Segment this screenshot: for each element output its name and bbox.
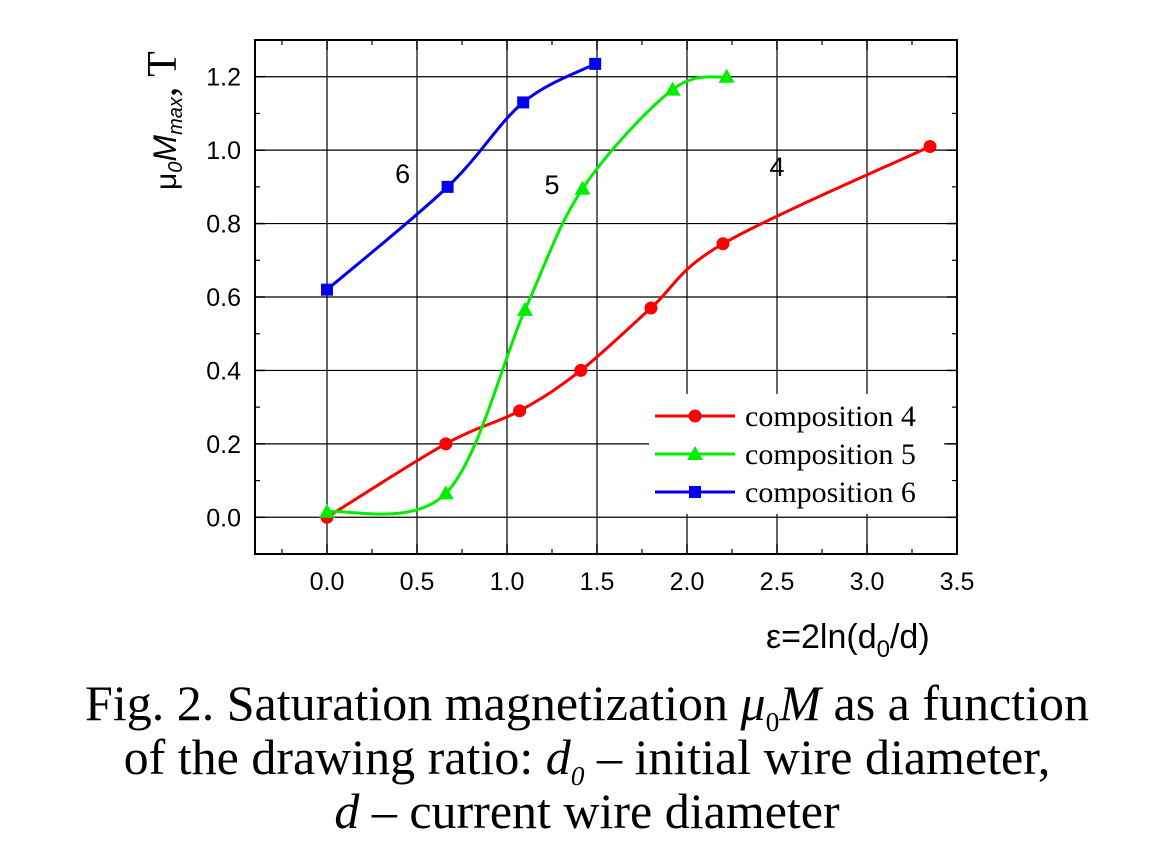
data-point-6 [589,57,602,70]
markers [319,57,937,524]
legend-entry: composition 4 [745,400,916,433]
x-tick-label: 3.5 [940,568,975,596]
figure-caption: Fig. 2. Saturation magnetization μ0M as … [0,676,1174,838]
data-point-5 [718,68,735,83]
legend-entry: composition 5 [745,438,916,471]
y-tick-label: 1.2 [206,64,241,92]
legend: composition 4 composition 5 composition 6 [649,394,944,514]
y-tick-label: 0.2 [206,431,241,459]
grid [255,40,958,554]
data-point-4 [574,363,588,377]
data-point-5 [319,503,335,518]
y-axis-title: μ0Mmax, T [140,51,187,190]
data-point-5 [574,180,591,195]
data-point-5 [664,81,681,96]
y-tick-label: 0.4 [206,357,241,385]
data-point-5 [517,301,533,316]
data-point-4 [513,404,527,418]
caption-line-3: d – current wire diameter [334,783,840,839]
data-point-4 [644,301,658,315]
x-tick-label: 0.0 [310,568,345,596]
y-tick-label: 0.6 [206,284,241,312]
y-tick-label: 0.8 [206,211,241,239]
caption-line-1: Fig. 2. Saturation magnetization μ0M as … [85,675,1089,737]
curve-label-4: 4 [769,152,784,182]
ticks [255,39,958,555]
legend-marker [687,446,703,460]
legend-marker [689,486,701,498]
data-point-6 [517,96,530,109]
x-tick-label: 1.0 [490,568,525,596]
legend-entry: composition 6 [745,476,916,509]
x-tick-label: 0.5 [400,568,435,596]
x-tick-label: 3.0 [850,568,885,596]
curve-labels: 4 5 6 [395,152,784,200]
x-tick-label: 2.5 [760,568,795,596]
chart-canvas: 0.0 0.5 1.0 1.5 2.0 2.5 3.0 3.5 0.0 0.2 0.4 0.6 0.8 1… [140,39,974,663]
data-point-4 [716,237,730,251]
y-tick-label: 1.0 [206,137,241,165]
data-point-4 [923,139,937,153]
data-point-6 [321,283,333,296]
x-tick-label: 2.0 [670,568,705,596]
legend-marker [688,409,702,423]
series-line-6 [326,62,596,291]
curve-label-5: 5 [544,170,559,200]
y-tick-label: 0.0 [206,504,241,532]
x-tick-label: 1.5 [580,568,615,596]
data-point-6 [441,180,454,193]
data-point-4 [439,437,453,451]
tick-labels: 0.0 0.5 1.0 1.5 2.0 2.5 3.0 3.5 0.0 0.2 0.4 0.6 0.8 1… [206,64,974,596]
x-axis-title: ε=2ln(d0/d) [766,618,930,663]
curve-label-6: 6 [395,159,410,189]
caption-line-2: of the drawing ratio: d0 – initial wire … [123,729,1051,791]
data-point-5 [437,485,454,500]
